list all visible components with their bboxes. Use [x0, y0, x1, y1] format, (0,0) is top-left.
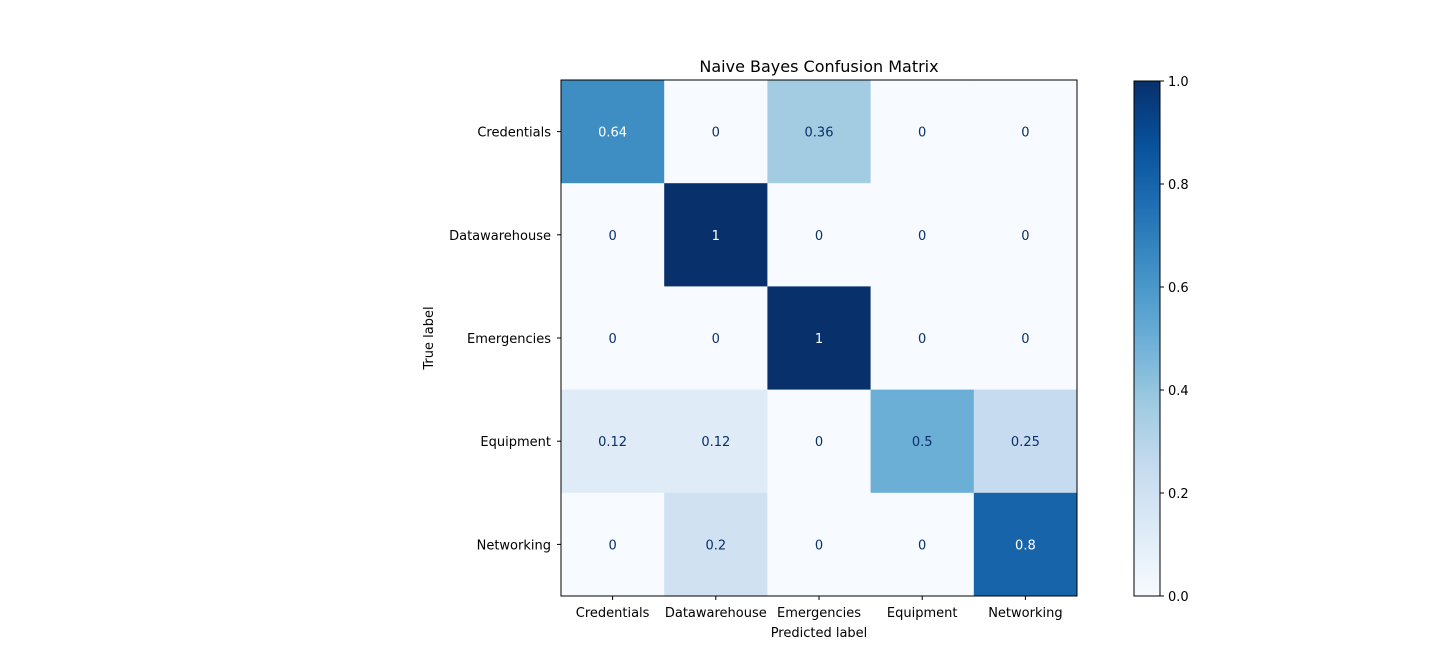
heatmap-cell [767, 492, 872, 597]
heatmap-cell [870, 492, 975, 597]
heatmap-cell [664, 286, 768, 391]
colorbar-tick-label: 0.0 [1168, 590, 1189, 605]
y-tick-label: Equipment [480, 435, 551, 450]
heatmap-cell-value: 0 [918, 229, 926, 244]
heatmap-cell-value: 0 [918, 126, 926, 141]
heatmap-cell-value: 0 [712, 332, 720, 347]
x-tick-label: Credentials [576, 606, 650, 621]
x-tick-label: Datawarehouse [665, 606, 767, 621]
heatmap-cell-value: 1 [712, 229, 720, 244]
x-tick-label: Networking [988, 606, 1062, 621]
heatmap-cell-value: 0.12 [701, 435, 730, 450]
y-tick-label: Networking [477, 538, 551, 553]
heatmap-cell-value: 0.25 [1011, 435, 1040, 450]
x-tick-label: Equipment [887, 606, 958, 621]
colorbar-tick-label: 0.6 [1168, 281, 1189, 296]
colorbar-ticks: 0.0 0.2 0.4 0.6 0.8 1.0 [1160, 75, 1189, 605]
heatmap-cell-value: 0 [712, 126, 720, 141]
heatmap-cell [973, 286, 1078, 391]
heatmap-cell [767, 389, 872, 494]
colorbar [1133, 80, 1161, 597]
x-tick-label: Emergencies [777, 606, 861, 621]
heatmap-cell [870, 286, 975, 391]
heatmap-cell [767, 286, 872, 391]
heatmap-cell-value: 0.64 [598, 126, 627, 141]
heatmap-cell [561, 80, 665, 184]
heatmap-cell [767, 183, 872, 287]
heatmap-cell [870, 389, 975, 494]
x-axis-label: Predicted label [771, 626, 868, 641]
colorbar-tick-label: 0.4 [1168, 384, 1189, 399]
heatmap-cell-value: 1 [815, 332, 823, 347]
heatmap-cell [870, 80, 975, 184]
y-axis-ticks: Credentials Datawarehouse Emergencies Equip… [449, 126, 561, 553]
heatmap-cell-value: 0.8 [1015, 538, 1036, 553]
heatmap-cell [664, 183, 768, 287]
heatmap-cell [561, 389, 665, 494]
y-tick-label: Datawarehouse [449, 229, 551, 244]
heatmap-cell-value: 0 [815, 435, 823, 450]
heatmap-value-labels: 0.64 0 0.36 0 0 0 1 0 0 0 0 0 1 0 0 0.12 0.12 0 0.5 0.25 0 0.… [598, 126, 1040, 554]
heatmap-cell [561, 286, 665, 391]
heatmap-cell-value: 0 [918, 538, 926, 553]
heatmap-cell [664, 492, 768, 597]
colorbar-tick-label: 0.8 [1168, 178, 1189, 193]
heatmap-cell [973, 183, 1078, 287]
heatmap-cell-value: 0.5 [912, 435, 933, 450]
heatmap-cell [561, 183, 665, 287]
heatmap-cell-value: 0 [608, 538, 616, 553]
y-axis-label: True label [422, 306, 437, 370]
heatmap-cell-value: 0 [1021, 229, 1029, 244]
heatmap-cell-value: 0 [608, 332, 616, 347]
heatmap-cell-value: 0.12 [598, 435, 627, 450]
heatmap-cell [767, 80, 872, 184]
heatmap-cell [664, 389, 768, 494]
y-tick-label: Credentials [477, 126, 551, 141]
heatmap-cell-value: 0.36 [805, 126, 834, 141]
heatmap-cell [870, 183, 975, 287]
x-axis-ticks: Credentials Datawarehouse Emergencies Equip… [576, 596, 1063, 621]
heatmap-cell-value: 0 [918, 332, 926, 347]
heatmap-cell-value: 0.2 [705, 538, 726, 553]
heatmap-cell-value: 0 [1021, 332, 1029, 347]
colorbar-tick-label: 1.0 [1168, 75, 1189, 90]
heatmap-cell [664, 80, 768, 184]
heatmap-cells [561, 80, 1078, 597]
heatmap-cell [973, 389, 1078, 494]
heatmap-cell-value: 0 [815, 229, 823, 244]
heatmap-cell-value: 0 [1021, 126, 1029, 141]
heatmap-cell-value: 0 [608, 229, 616, 244]
heatmap-cell-value: 0 [815, 538, 823, 553]
heatmap-cell [973, 492, 1078, 597]
colorbar-tick-label: 0.2 [1168, 487, 1189, 502]
chart-title: Naive Bayes Confusion Matrix [699, 57, 938, 76]
heatmap-cell [973, 80, 1078, 184]
y-tick-label: Emergencies [467, 332, 551, 347]
heatmap-cell [561, 492, 665, 597]
